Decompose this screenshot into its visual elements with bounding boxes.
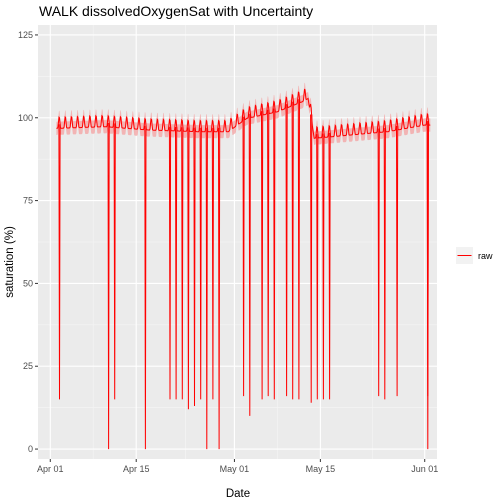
series-lines [56, 88, 431, 450]
x-tick-label: May 01 [220, 464, 250, 474]
drop-spike [261, 111, 264, 400]
drop-spike [187, 127, 190, 410]
x-axis-title: Date [226, 488, 250, 500]
drop-spike [211, 127, 214, 400]
drop-spike [175, 126, 178, 400]
y-tick-label: 50 [23, 278, 33, 288]
drop-spike [144, 125, 147, 450]
legend-label-raw: raw [478, 251, 493, 261]
x-tick-label: Apr 15 [123, 464, 150, 474]
y-axis-title: saturation (%) [4, 226, 16, 298]
drop-spike [426, 121, 429, 397]
x-tick-label: May 15 [306, 464, 336, 474]
y-tick-label: 125 [18, 30, 33, 40]
drop-spike [218, 127, 221, 450]
drop-spike [242, 116, 245, 397]
chart-title: WALK dissolvedOxygenSat with Uncertainty [39, 3, 313, 19]
drop-spike [248, 113, 251, 416]
drop-spike [193, 127, 196, 407]
drop-spike [297, 99, 300, 400]
series-line-raw [56, 88, 431, 139]
drop-spike [181, 127, 184, 400]
drop-spike [199, 127, 202, 400]
drop-spike [107, 122, 110, 450]
x-tick-label: Apr 01 [37, 464, 64, 474]
drop-spike [322, 133, 325, 400]
drop-spike [377, 128, 380, 397]
y-tick-label: 75 [23, 196, 33, 206]
drop-spike [310, 114, 313, 403]
y-tick-label: 25 [23, 361, 33, 371]
legend: raw [456, 247, 493, 264]
drop-spike [205, 127, 208, 450]
drop-spike [285, 104, 288, 397]
drop-spike [267, 109, 270, 397]
drop-spike [396, 125, 399, 397]
x-tick-label: Jun 01 [411, 464, 438, 474]
drop-spike [273, 108, 276, 400]
drop-spike [383, 127, 386, 400]
y-tick-label: 0 [28, 444, 33, 454]
drop-spike [58, 124, 61, 400]
drop-spike [328, 132, 331, 400]
y-tick-label: 100 [18, 113, 33, 123]
drop-spike [291, 101, 294, 400]
drop-spike [316, 134, 319, 400]
drop-spike [168, 126, 172, 400]
drop-spike [113, 123, 116, 400]
grid [38, 25, 437, 459]
axes: 0 25 50 75 100 125 Apr 01 Apr 15 May 01 May 15 Jun… [18, 30, 438, 474]
